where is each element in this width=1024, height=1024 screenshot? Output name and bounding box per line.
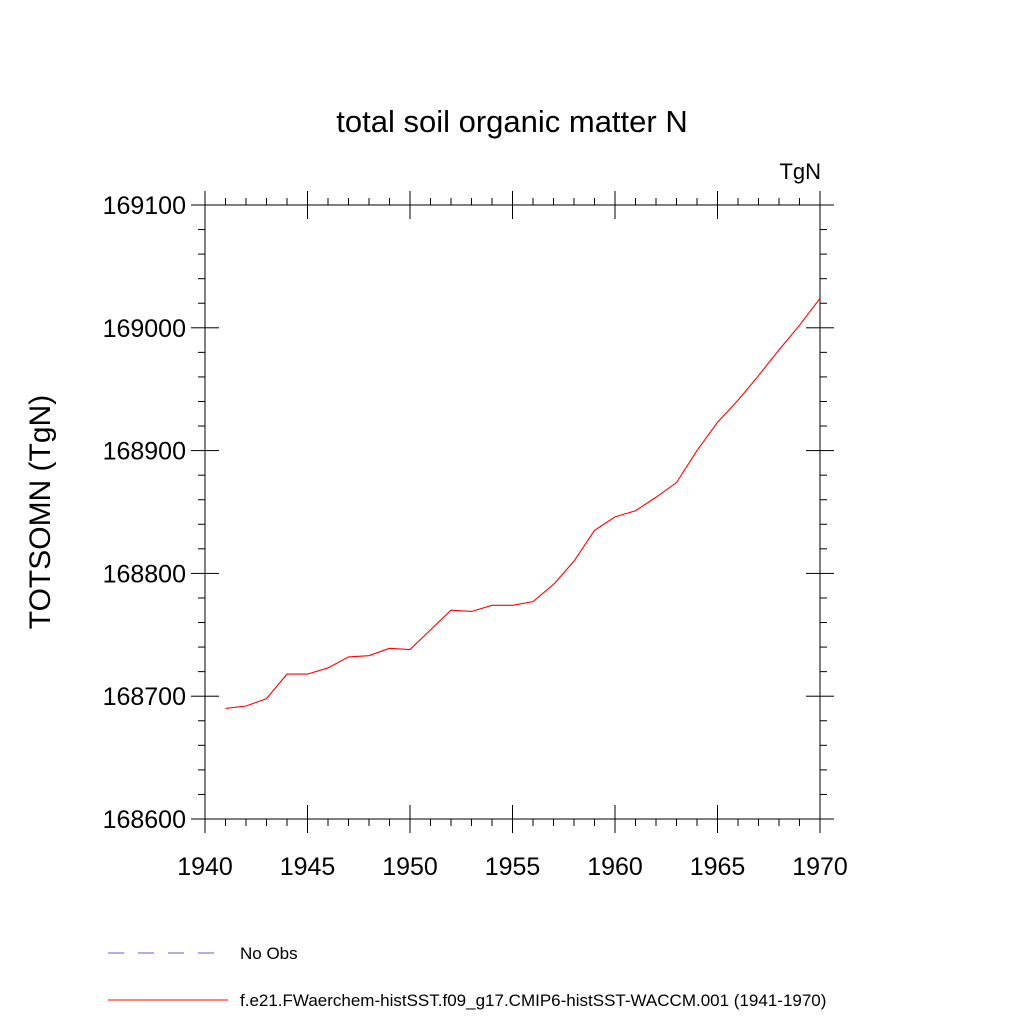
x-tick-label: 1965 bbox=[690, 853, 746, 881]
x-tick-label: 1970 bbox=[792, 853, 848, 881]
series-line bbox=[225, 297, 821, 710]
y-tick-label: 168600 bbox=[103, 806, 186, 834]
units-label: TgN bbox=[779, 159, 821, 184]
x-tick-label: 1960 bbox=[587, 853, 643, 881]
y-tick-label: 168800 bbox=[103, 560, 186, 588]
x-tick-label: 1955 bbox=[485, 853, 541, 881]
x-tick-label: 1950 bbox=[382, 853, 438, 881]
series-layer bbox=[225, 297, 821, 710]
y-tick-label: 169100 bbox=[103, 192, 186, 220]
x-tick-label: 1945 bbox=[280, 853, 336, 881]
legend-label-model-run: f.e21.FWaerchem-histSST.f09_g17.CMIP6-hi… bbox=[240, 991, 826, 1010]
y-tick-label: 168700 bbox=[103, 683, 186, 711]
chart-title: total soil organic matter N bbox=[336, 104, 687, 139]
x-tick-label: 1940 bbox=[177, 853, 233, 881]
y-tick-label: 169000 bbox=[103, 315, 186, 343]
y-axis-label: TOTSOMN (TgN) bbox=[24, 395, 57, 629]
axis-ticks bbox=[191, 191, 834, 833]
legend-label-no-obs: No Obs bbox=[240, 944, 298, 963]
plot-frame bbox=[204, 204, 821, 820]
y-tick-label: 168900 bbox=[103, 438, 186, 466]
axis-tick-labels: 1940 1945 1950 1955 1960 1965 1970 168600 168700… bbox=[103, 192, 848, 881]
legend: No Obs f.e21.FWaerchem-histSST.f09_g17.C… bbox=[108, 944, 826, 1010]
